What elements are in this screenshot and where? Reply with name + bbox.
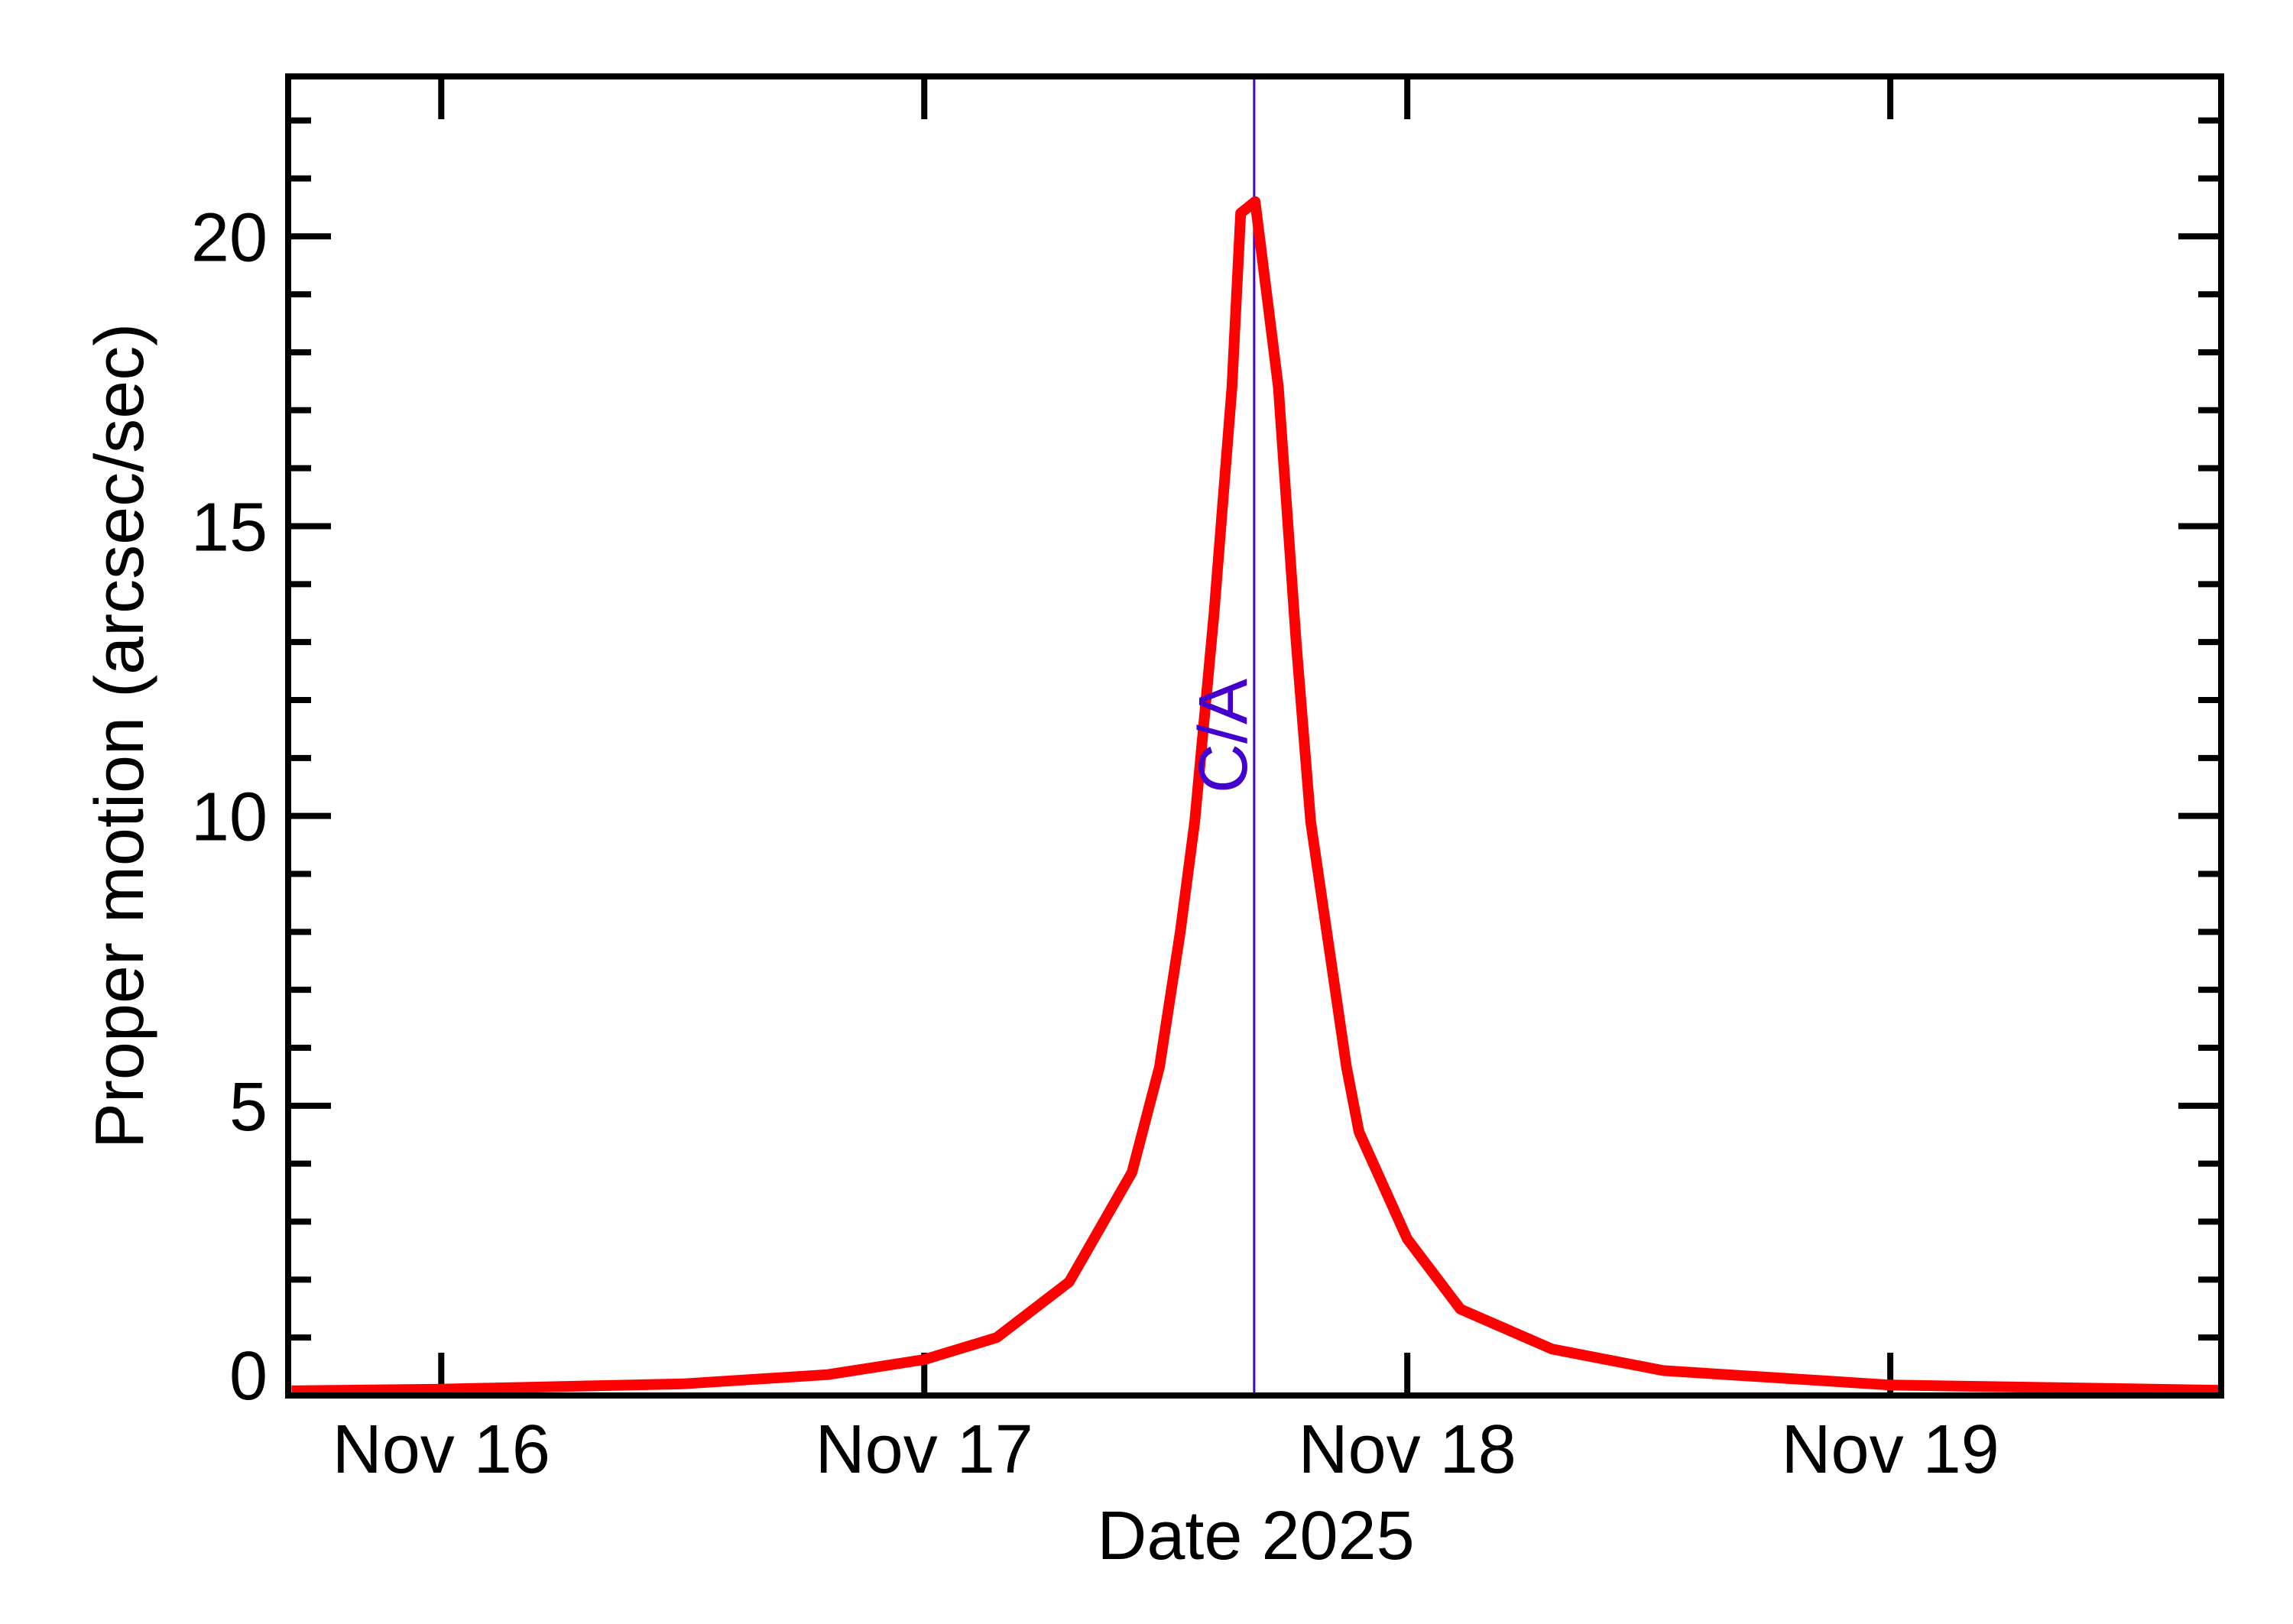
y-tick-label: 15 <box>191 489 268 566</box>
proper-motion-curve <box>291 196 2222 1396</box>
closest-approach-label: C/A <box>1185 679 1262 793</box>
y-tick-label: 10 <box>191 780 268 856</box>
y-tick-labels: 0 5 10 15 20 <box>191 199 268 1415</box>
x-axis-title: Date 2025 <box>1097 1498 1414 1574</box>
plot-frame <box>285 73 2224 1399</box>
x-tick-label: Nov 16 <box>332 1412 550 1488</box>
y-tick-label: 0 <box>229 1338 268 1415</box>
x-tick-label: Nov 18 <box>1299 1412 1516 1488</box>
x-tick-label: Nov 17 <box>816 1412 1033 1488</box>
x-tick-labels: Nov 16 Nov 17 Nov 18 Nov 19 <box>332 1412 1999 1488</box>
y-minor-ticks <box>288 117 2221 1341</box>
x-tick-label: Nov 19 <box>1782 1412 1999 1488</box>
y-tick-label: 5 <box>229 1069 268 1146</box>
y-tick-label: 20 <box>191 199 268 276</box>
y-axis-title: Proper motion (arcsec/sec) <box>82 323 158 1149</box>
